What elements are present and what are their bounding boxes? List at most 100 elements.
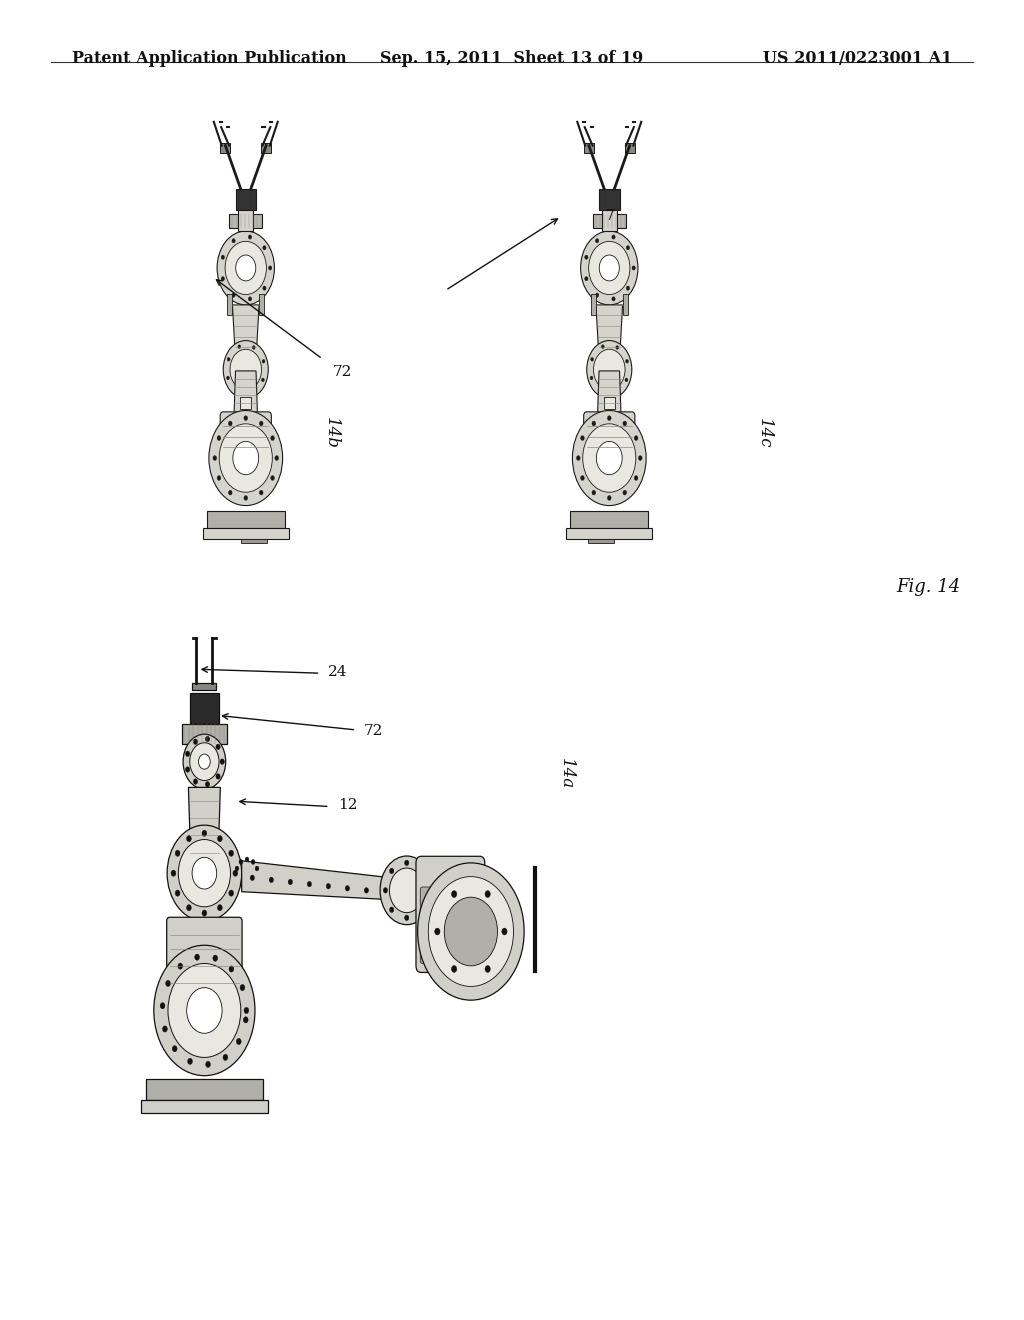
- FancyBboxPatch shape: [145, 1080, 263, 1100]
- Circle shape: [270, 436, 274, 441]
- Text: US 2011/0223001 A1: US 2011/0223001 A1: [763, 50, 952, 67]
- Circle shape: [596, 441, 623, 475]
- Circle shape: [274, 455, 279, 461]
- Circle shape: [206, 1061, 211, 1068]
- Circle shape: [219, 424, 272, 492]
- FancyBboxPatch shape: [588, 539, 614, 544]
- Circle shape: [231, 293, 236, 297]
- FancyBboxPatch shape: [420, 887, 457, 907]
- Circle shape: [435, 928, 440, 935]
- Circle shape: [216, 774, 220, 779]
- Circle shape: [262, 359, 265, 363]
- Circle shape: [581, 436, 585, 441]
- Circle shape: [232, 441, 259, 475]
- Circle shape: [206, 781, 210, 787]
- Circle shape: [634, 475, 638, 480]
- Circle shape: [307, 882, 311, 887]
- Circle shape: [632, 265, 635, 271]
- Text: 14c: 14c: [756, 418, 773, 449]
- Circle shape: [154, 945, 255, 1076]
- Circle shape: [428, 876, 513, 986]
- FancyBboxPatch shape: [566, 528, 652, 539]
- Circle shape: [259, 490, 263, 495]
- Circle shape: [581, 475, 585, 480]
- Circle shape: [572, 411, 646, 506]
- Circle shape: [389, 907, 394, 912]
- FancyBboxPatch shape: [627, 421, 632, 447]
- Circle shape: [255, 866, 259, 871]
- FancyBboxPatch shape: [220, 412, 271, 457]
- Circle shape: [178, 840, 230, 907]
- Circle shape: [240, 985, 245, 991]
- Circle shape: [171, 870, 176, 876]
- Polygon shape: [232, 305, 259, 360]
- FancyBboxPatch shape: [238, 210, 254, 231]
- Text: 72: 72: [364, 725, 383, 738]
- Circle shape: [485, 891, 490, 898]
- Circle shape: [172, 1045, 177, 1052]
- Circle shape: [228, 850, 233, 857]
- Circle shape: [251, 391, 254, 395]
- Text: Patent Application Publication: Patent Application Publication: [72, 50, 346, 67]
- Circle shape: [213, 455, 217, 461]
- FancyBboxPatch shape: [420, 906, 457, 925]
- Circle shape: [404, 915, 409, 920]
- Circle shape: [236, 866, 239, 871]
- Circle shape: [444, 898, 498, 966]
- Polygon shape: [188, 787, 220, 863]
- Circle shape: [577, 455, 581, 461]
- Polygon shape: [242, 861, 396, 900]
- FancyBboxPatch shape: [203, 528, 289, 539]
- Circle shape: [185, 751, 189, 756]
- Circle shape: [600, 389, 603, 393]
- Circle shape: [202, 830, 207, 837]
- Text: Sep. 15, 2011  Sheet 13 of 19: Sep. 15, 2011 Sheet 13 of 19: [380, 50, 644, 67]
- FancyBboxPatch shape: [189, 693, 219, 723]
- Circle shape: [245, 857, 249, 862]
- Circle shape: [194, 779, 198, 784]
- Circle shape: [599, 255, 620, 281]
- FancyBboxPatch shape: [420, 944, 457, 964]
- Circle shape: [178, 964, 182, 969]
- Circle shape: [213, 956, 218, 961]
- Circle shape: [228, 890, 233, 896]
- Circle shape: [345, 886, 349, 891]
- Circle shape: [589, 242, 630, 294]
- Polygon shape: [598, 371, 621, 416]
- Circle shape: [595, 239, 599, 243]
- Circle shape: [175, 850, 180, 857]
- Text: 14b: 14b: [323, 417, 340, 449]
- Circle shape: [502, 928, 507, 935]
- Circle shape: [583, 424, 636, 492]
- FancyBboxPatch shape: [599, 189, 620, 210]
- Text: 24: 24: [328, 665, 347, 678]
- FancyBboxPatch shape: [141, 1100, 267, 1114]
- Circle shape: [217, 231, 274, 305]
- FancyBboxPatch shape: [263, 421, 268, 447]
- Circle shape: [383, 890, 387, 895]
- Circle shape: [595, 293, 599, 297]
- FancyBboxPatch shape: [240, 397, 252, 409]
- Circle shape: [452, 891, 457, 898]
- FancyBboxPatch shape: [227, 294, 232, 315]
- Circle shape: [404, 861, 409, 866]
- Circle shape: [426, 887, 430, 894]
- Circle shape: [383, 887, 387, 894]
- Circle shape: [206, 737, 210, 742]
- Circle shape: [186, 836, 191, 842]
- Circle shape: [221, 255, 224, 259]
- Circle shape: [623, 421, 627, 426]
- Circle shape: [612, 297, 615, 301]
- Text: 72: 72: [333, 366, 352, 379]
- FancyBboxPatch shape: [584, 143, 594, 153]
- Circle shape: [244, 1007, 249, 1014]
- Circle shape: [168, 964, 241, 1057]
- Circle shape: [217, 904, 222, 911]
- FancyBboxPatch shape: [570, 511, 648, 528]
- Circle shape: [227, 358, 230, 362]
- Text: 12: 12: [338, 799, 357, 812]
- Circle shape: [627, 286, 630, 290]
- Circle shape: [625, 378, 628, 381]
- Circle shape: [263, 286, 266, 290]
- Circle shape: [261, 378, 264, 381]
